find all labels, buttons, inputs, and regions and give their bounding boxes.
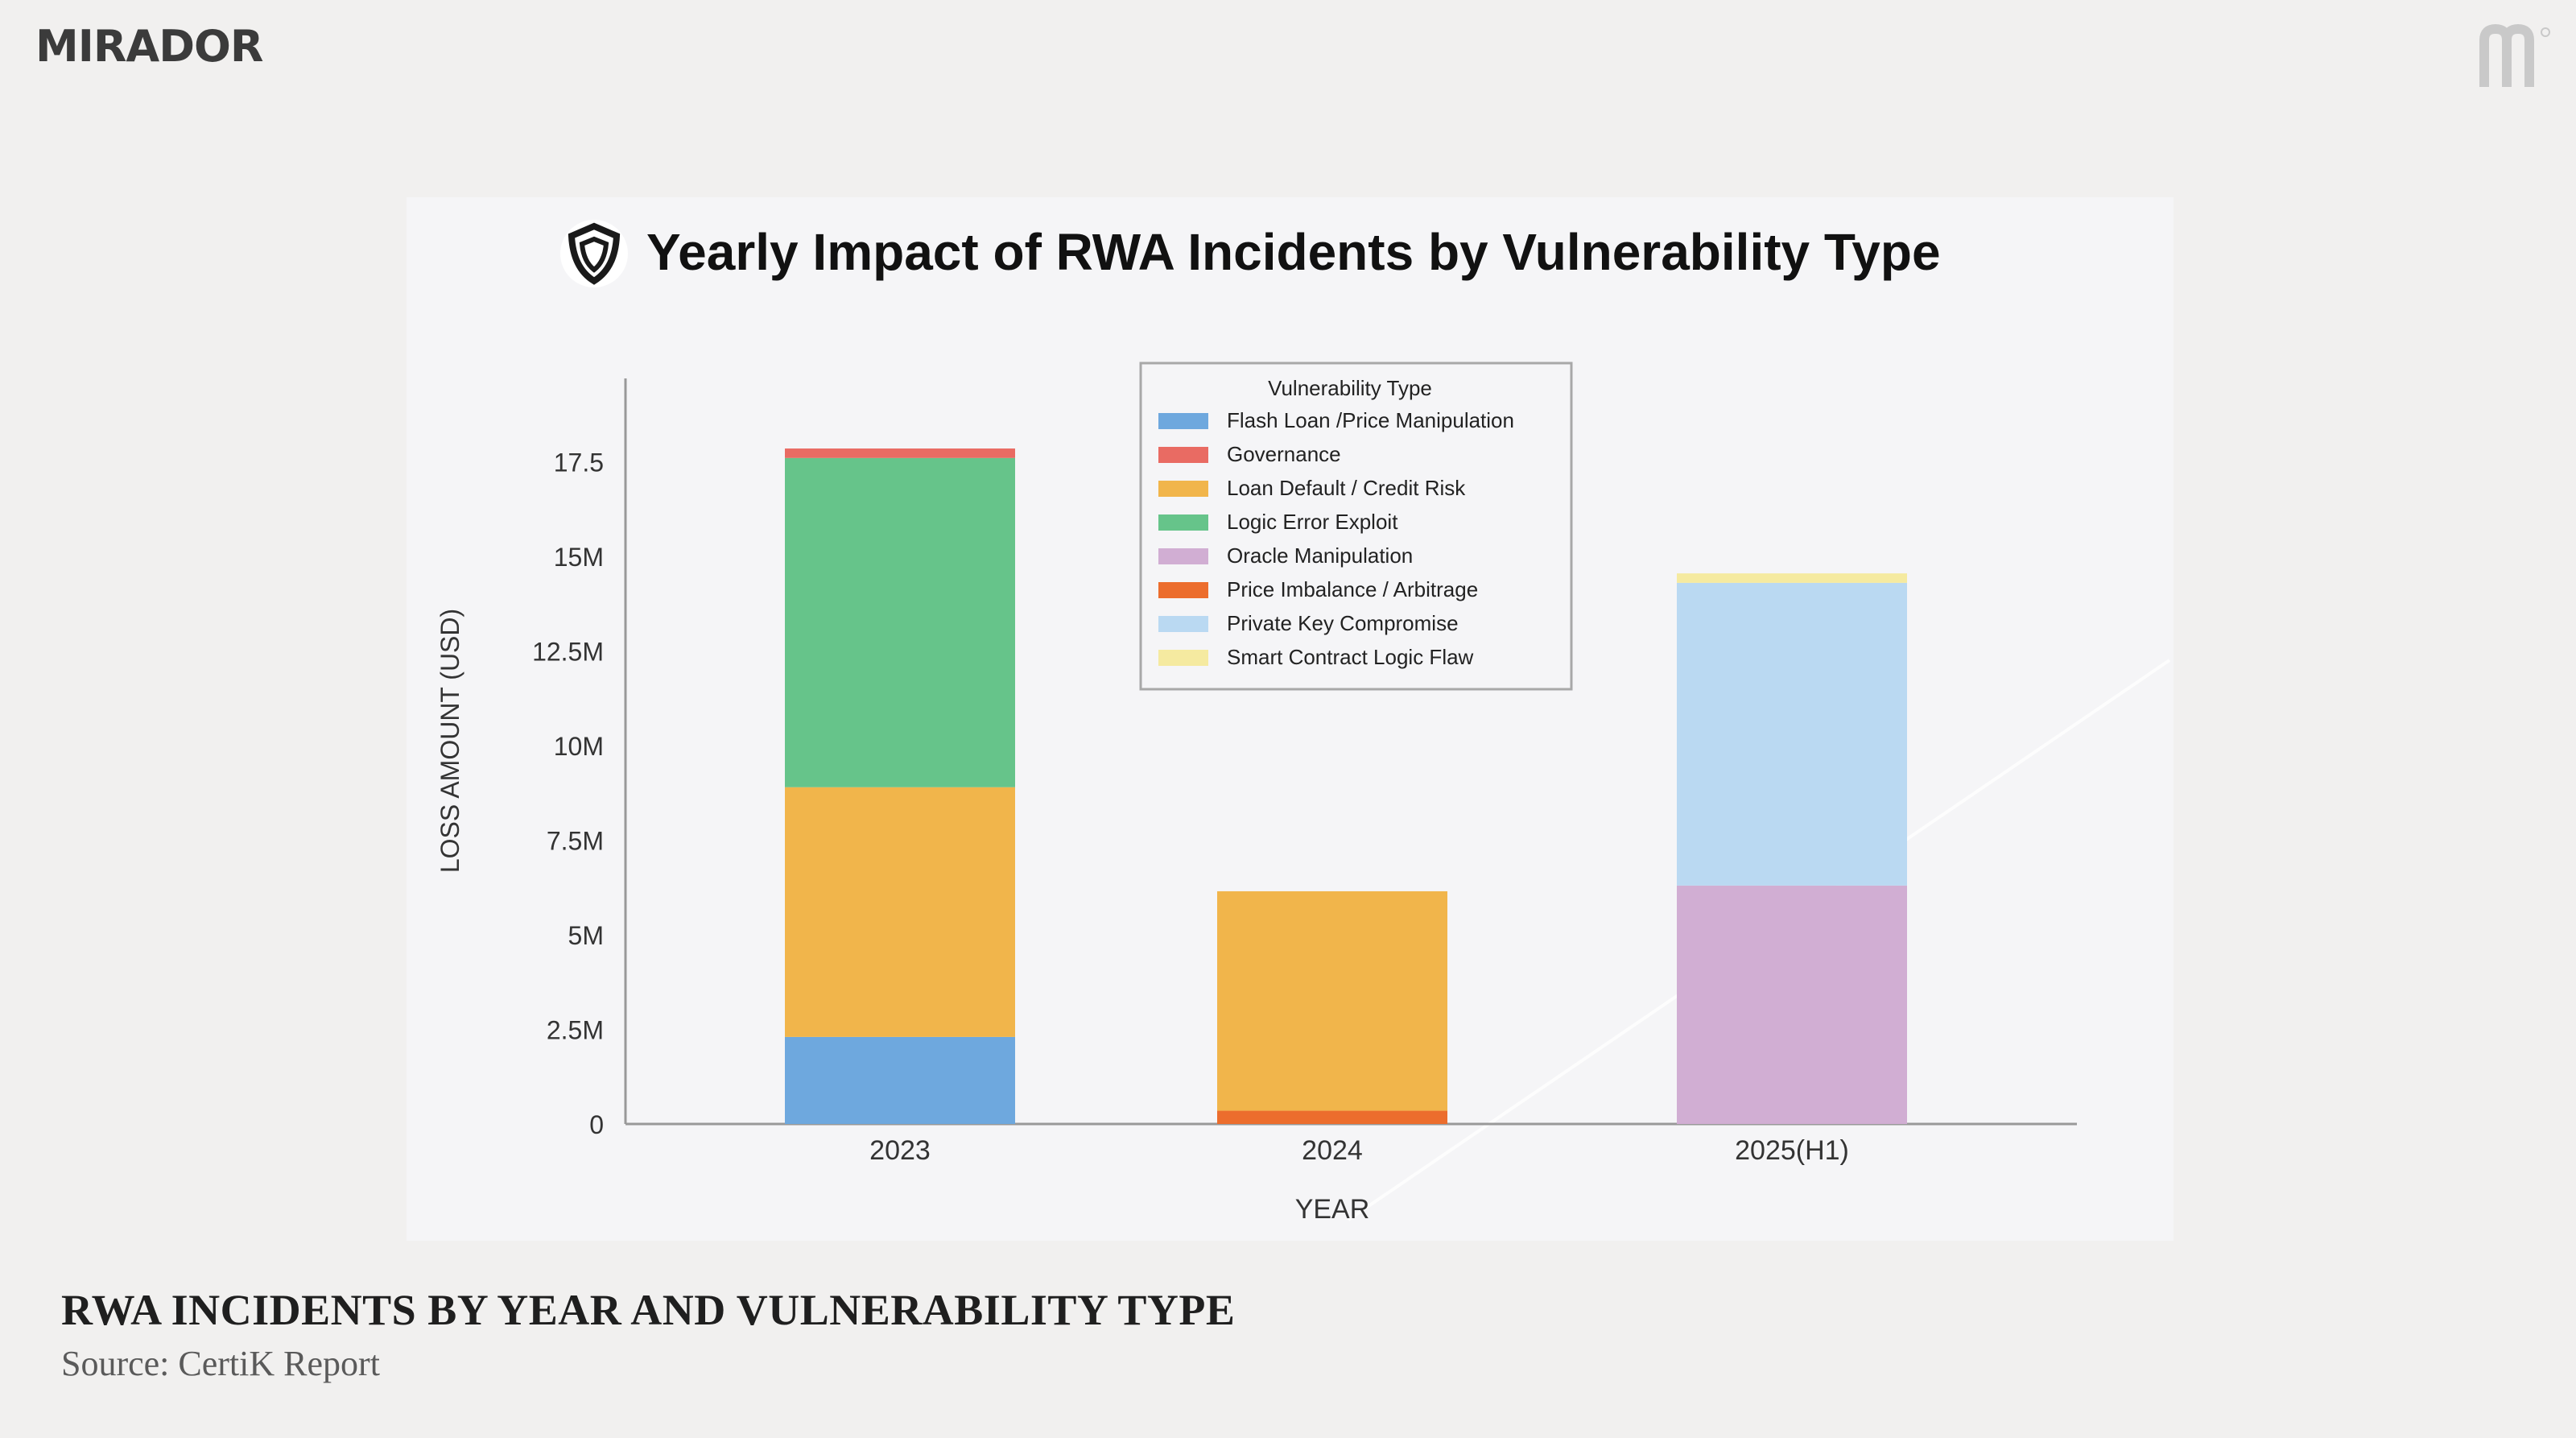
bar-segment xyxy=(1677,573,1907,583)
legend-swatch xyxy=(1158,413,1208,429)
legend-label: Private Key Compromise xyxy=(1227,611,1459,635)
certik-shield-icon xyxy=(560,220,628,287)
x-tick-label: 2024 xyxy=(1302,1135,1363,1166)
y-tick-label: 15M xyxy=(554,543,604,572)
caption-source: Source: CertiK Report xyxy=(61,1344,380,1383)
y-axis-label: LOSS AMOUNT (USD) xyxy=(436,609,464,873)
bar-segment xyxy=(785,1036,1015,1124)
y-tick-label: 17.5 xyxy=(554,448,604,477)
y-tick-label: 7.5M xyxy=(547,827,604,856)
legend-title: Vulnerability Type xyxy=(1268,376,1432,400)
chart: Yearly Impact of RWA Incidents by Vulner… xyxy=(436,220,2171,1225)
legend-swatch xyxy=(1158,650,1208,666)
y-tick-label: 2.5M xyxy=(547,1016,604,1045)
legend-swatch xyxy=(1158,481,1208,497)
legend-label: Price Imbalance / Arbitrage xyxy=(1227,577,1478,601)
y-tick-label: 12.5M xyxy=(532,638,604,667)
legend: Vulnerability Type Flash Loan /Price Man… xyxy=(1139,362,1573,691)
chart-title: Yearly Impact of RWA Incidents by Vulner… xyxy=(646,223,1941,281)
y-tick-label: 0 xyxy=(589,1110,604,1139)
bar-segment xyxy=(785,448,1015,458)
y-tick-label: 5M xyxy=(568,921,604,950)
bar-segment xyxy=(1217,890,1447,1111)
legend-label: Logic Error Exploit xyxy=(1227,510,1398,534)
bar-segment xyxy=(1677,582,1907,886)
x-axis-label: YEAR xyxy=(1295,1194,1370,1225)
x-tick-label: 2023 xyxy=(869,1135,931,1166)
legend-label: Smart Contract Logic Flaw xyxy=(1227,645,1474,669)
legend-swatch xyxy=(1158,514,1208,531)
bar-segment xyxy=(1677,885,1907,1124)
bar-segment xyxy=(785,457,1015,787)
legend-label: Loan Default / Credit Risk xyxy=(1227,476,1466,500)
mirador-m-logo-icon xyxy=(2479,23,2550,87)
chart-panel: Yearly Impact of RWA Incidents by Vulner… xyxy=(407,197,2174,1241)
y-tick-label: 10M xyxy=(554,732,604,761)
x-tick-label: 2025(H1) xyxy=(1735,1135,1849,1166)
legend-swatch xyxy=(1158,548,1208,564)
caption-title: RWA INCIDENTS BY YEAR AND VULNERABILITY … xyxy=(61,1286,1236,1334)
legend-swatch xyxy=(1158,447,1208,463)
brand-wordmark: MIRADOR xyxy=(35,21,264,72)
legend-label: Flash Loan /Price Manipulation xyxy=(1227,408,1514,432)
legend-swatch xyxy=(1158,616,1208,632)
legend-label: Oracle Manipulation xyxy=(1227,543,1413,568)
bar-segment xyxy=(785,787,1015,1037)
legend-label: Governance xyxy=(1227,442,1341,466)
bar-segment xyxy=(1217,1110,1447,1124)
legend-swatch xyxy=(1158,582,1208,598)
